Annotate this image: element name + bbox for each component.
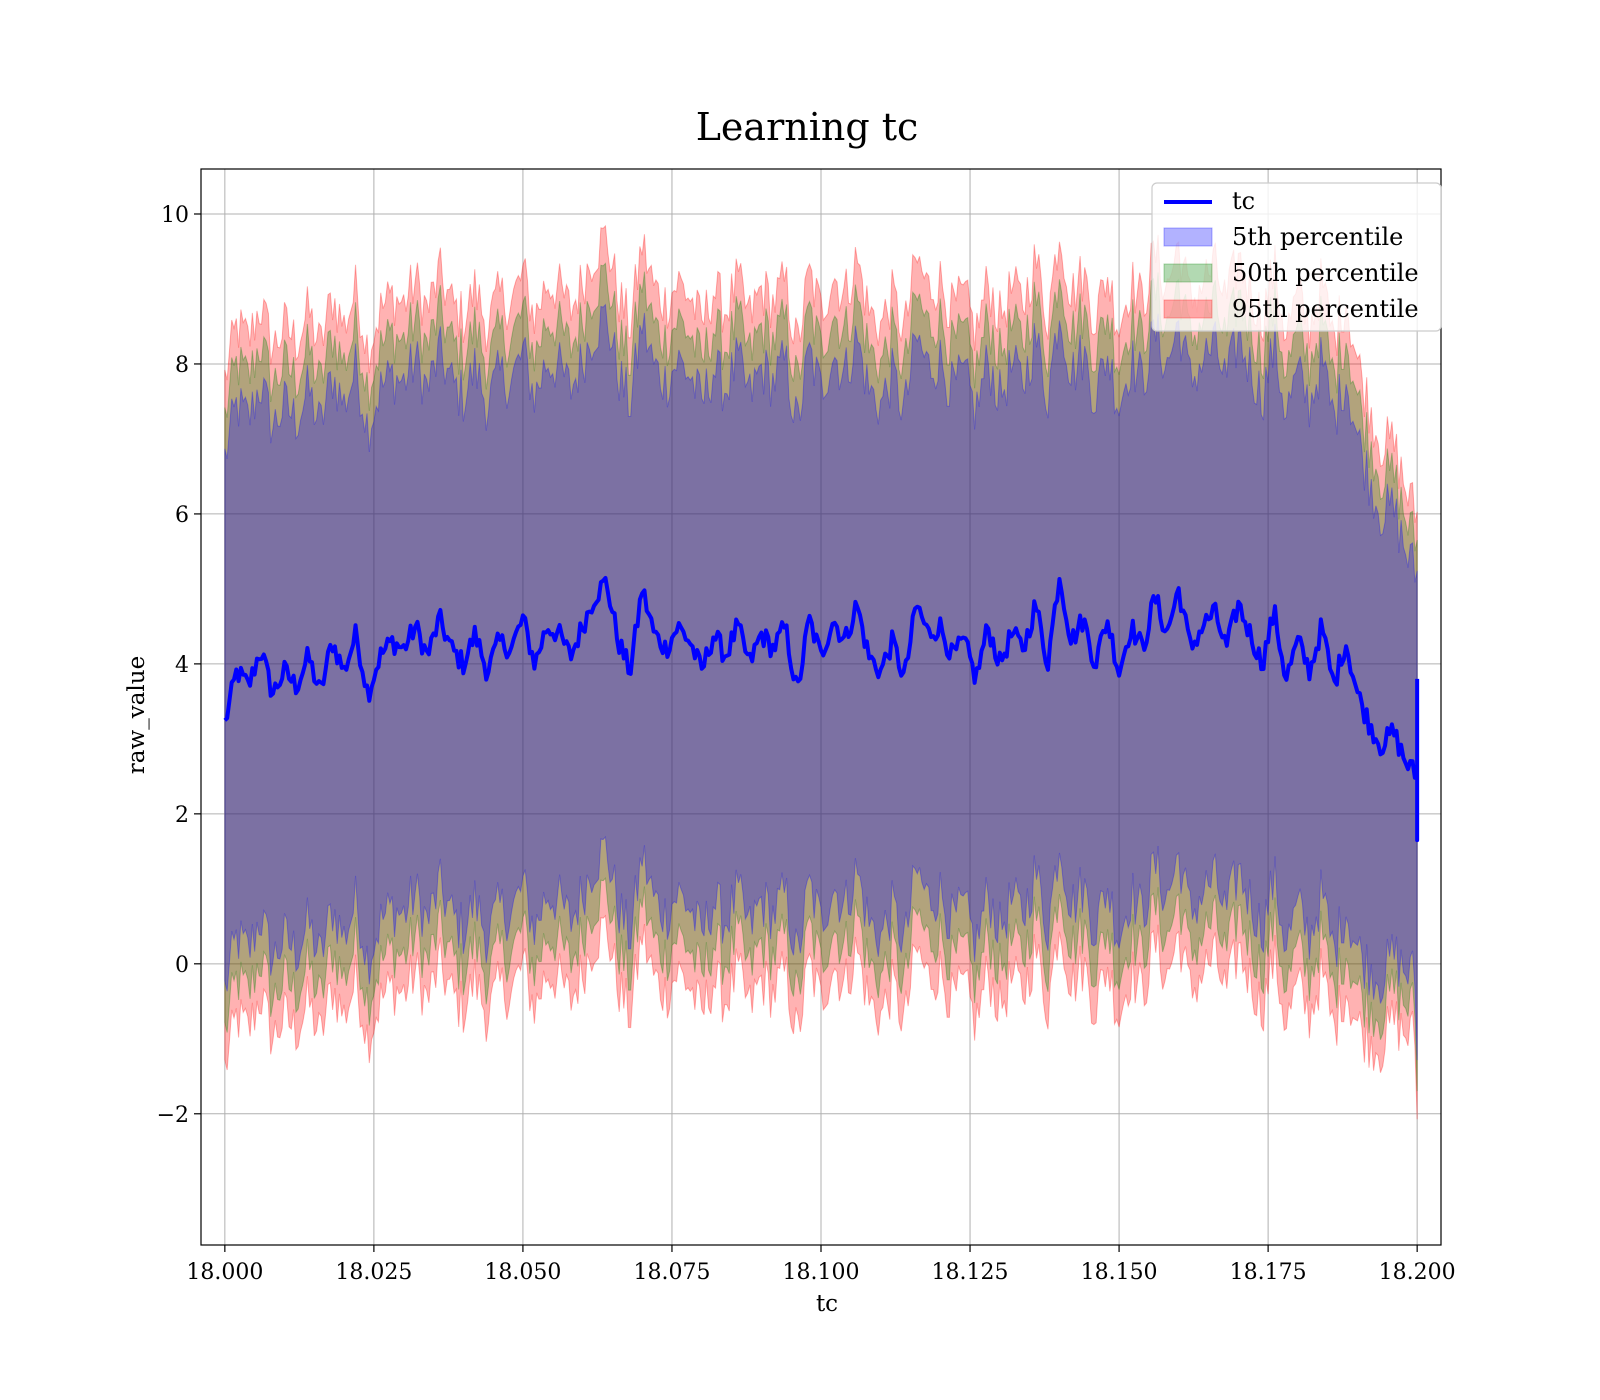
tc-line — [223, 575, 1420, 843]
x-tick-label: 18.150 — [1081, 1260, 1158, 1285]
legend-swatch-5th — [1163, 227, 1213, 247]
x-tick-label: 18.200 — [1379, 1260, 1456, 1285]
y-axis-label: raw_value — [124, 656, 150, 774]
y-tick-label: 6 — [175, 503, 189, 528]
x-tick-label: 18.075 — [633, 1260, 710, 1285]
x-tick-label: 18.175 — [1230, 1260, 1307, 1285]
x-tick-label: 18.000 — [186, 1260, 263, 1285]
plot-area: 18.000 18.025 18.050 18.075 18.100 18.125 18.1… — [157, 168, 1456, 1285]
band-50th-percentile — [224, 262, 1418, 1092]
y-tick-label: −2 — [157, 1103, 189, 1128]
legend-label-5th: 5th percentile — [1232, 223, 1403, 251]
legend-label-95th: 95th percentile — [1232, 295, 1419, 323]
x-tick-label: 18.125 — [932, 1260, 1009, 1285]
legend-swatch-50th — [1163, 263, 1213, 283]
x-tick-label: 18.025 — [335, 1260, 412, 1285]
y-tick-label: 10 — [161, 203, 189, 228]
legend-label-50th: 50th percentile — [1232, 259, 1419, 287]
x-axis-label: tc — [816, 1291, 838, 1317]
legend-swatch-95th — [1163, 299, 1213, 319]
band-95th-percentile — [224, 224, 1418, 1120]
legend-label-tc: tc — [1232, 187, 1255, 215]
legend-frame — [1151, 182, 1442, 332]
y-tick-label: 4 — [175, 653, 189, 678]
band-5th-percentile — [224, 303, 1418, 1061]
y-tick-label: 2 — [175, 803, 189, 828]
y-tick-label: 8 — [175, 353, 189, 378]
chart-title: Learning tc — [696, 105, 919, 149]
y-tick-label: 0 — [175, 953, 189, 978]
x-tick-label: 18.100 — [783, 1260, 860, 1285]
legend: tc 5th percentile 50th percentile 95th p… — [1151, 182, 1442, 332]
x-tick-label: 18.050 — [484, 1260, 561, 1285]
